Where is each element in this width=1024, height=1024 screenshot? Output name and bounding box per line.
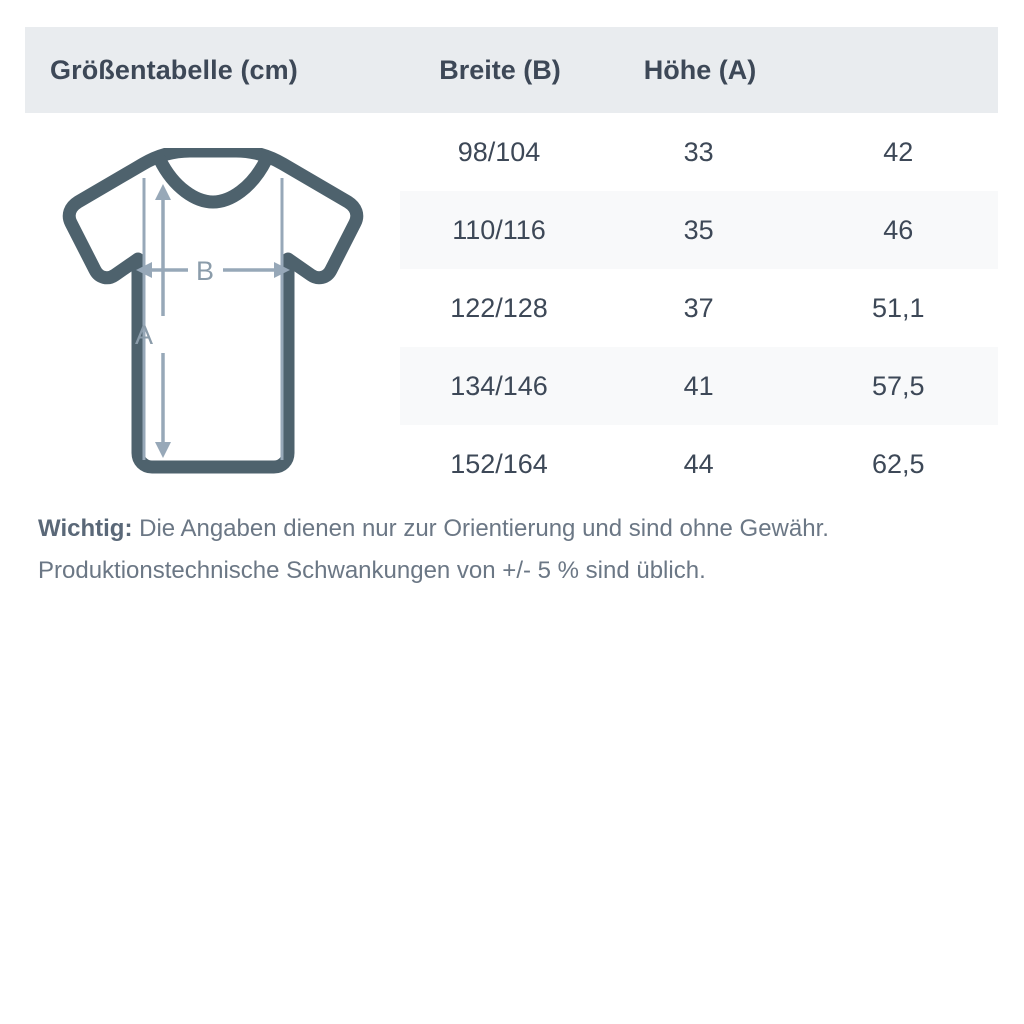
cell-breite: 35 <box>683 214 714 245</box>
column-header-breite: Breite (B) <box>439 54 561 85</box>
table-header-row: Größentabelle (cm) Breite (B) Höhe (A) <box>25 27 998 113</box>
cell-breite: 37 <box>683 292 714 323</box>
cell-hoehe: 62,5 <box>871 448 925 479</box>
column-header-hoehe: Höhe (A) <box>643 54 757 85</box>
disclaimer-label: Wichtig: <box>38 515 133 542</box>
disclaimer-line-2: Produktionstechnische Schwankungen von +… <box>38 557 706 584</box>
table-row: 110/116 35 46 <box>25 191 998 269</box>
cell-hoehe: 46 <box>883 214 914 245</box>
table-row: 134/146 41 57,5 <box>25 347 998 425</box>
cell-size: 98/104 <box>457 136 541 167</box>
disclaimer-note: Wichtig: Die Angaben dienen nur zur Orie… <box>38 508 998 592</box>
row-stripe-background <box>400 191 998 269</box>
cell-breite: 41 <box>683 370 714 401</box>
height-dimension-arrow <box>155 184 171 458</box>
cell-size: 110/116 <box>452 214 546 245</box>
tshirt-collar-icon <box>153 153 273 209</box>
cell-breite: 33 <box>683 136 714 167</box>
cell-size: 152/164 <box>450 448 548 479</box>
width-marker-label: B <box>196 256 214 286</box>
width-dimension-arrow <box>136 262 290 278</box>
tshirt-diagram: B A <box>48 148 378 493</box>
table-row: 152/164 44 62,5 <box>25 425 998 503</box>
cell-hoehe: 42 <box>883 136 914 167</box>
table-row: 98/104 33 42 <box>25 113 998 191</box>
cell-hoehe: 57,5 <box>871 370 925 401</box>
cell-size: 122/128 <box>450 292 548 323</box>
cell-hoehe: 51,1 <box>871 292 925 323</box>
cell-breite: 44 <box>683 448 714 479</box>
disclaimer-text-1: Die Angaben dienen nur zur Orientierung … <box>132 515 829 542</box>
cell-size: 134/146 <box>450 370 548 401</box>
page-title: Größentabelle (cm) <box>50 54 298 85</box>
height-marker-label: A <box>135 320 153 350</box>
table-row: 122/128 37 51,1 <box>25 269 998 347</box>
size-table: Größentabelle (cm) Breite (B) Höhe (A) 9… <box>25 27 998 503</box>
disclaimer-line-1: Wichtig: Die Angaben dienen nur zur Orie… <box>38 508 998 550</box>
tshirt-outline-icon <box>62 148 364 474</box>
row-stripe-background <box>400 347 998 425</box>
